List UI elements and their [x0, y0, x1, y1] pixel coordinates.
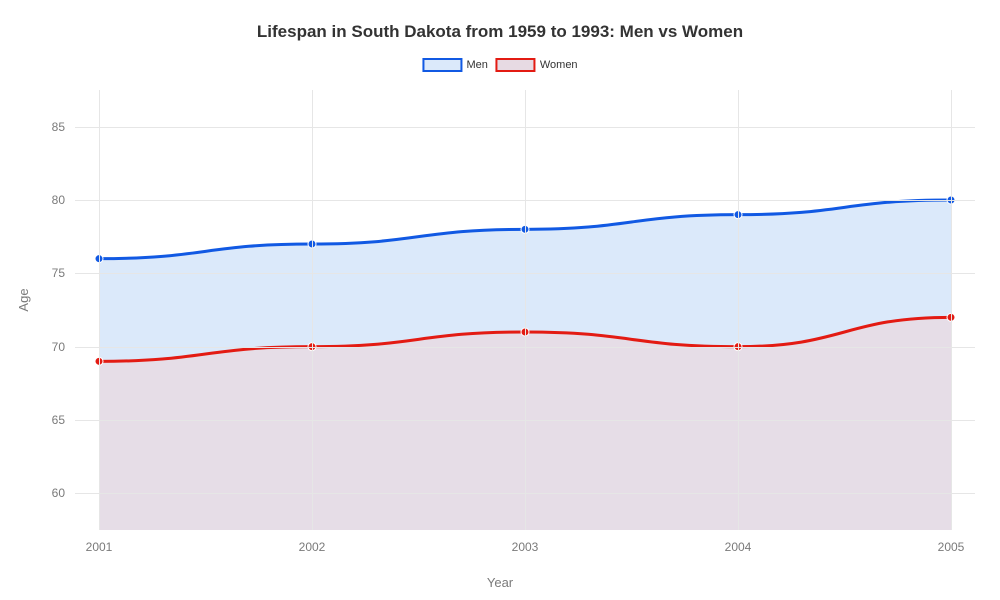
chart-title: Lifespan in South Dakota from 1959 to 19… — [0, 22, 1000, 42]
chart-container: Lifespan in South Dakota from 1959 to 19… — [0, 0, 1000, 600]
x-tick-label: 2005 — [938, 530, 965, 554]
legend-label: Men — [466, 59, 487, 71]
legend: Men Women — [422, 58, 577, 72]
y-axis-label: Age — [16, 288, 31, 311]
x-tick-label: 2001 — [86, 530, 113, 554]
legend-item-men[interactable]: Men — [422, 58, 487, 72]
y-tick-label: 85 — [52, 120, 75, 134]
x-tick-label: 2002 — [299, 530, 326, 554]
legend-label: Women — [540, 59, 578, 71]
grid-line-v — [738, 90, 739, 530]
y-tick-label: 65 — [52, 413, 75, 427]
legend-swatch-icon — [496, 58, 536, 72]
y-tick-label: 70 — [52, 340, 75, 354]
x-tick-label: 2004 — [725, 530, 752, 554]
y-tick-label: 80 — [52, 193, 75, 207]
plot-area: 60657075808520012002200320042005 — [75, 90, 975, 530]
x-tick-label: 2003 — [512, 530, 539, 554]
legend-item-women[interactable]: Women — [496, 58, 578, 72]
grid-line-v — [99, 90, 100, 530]
grid-line-v — [525, 90, 526, 530]
grid-line-v — [951, 90, 952, 530]
y-tick-label: 60 — [52, 486, 75, 500]
x-axis-label: Year — [487, 575, 513, 590]
grid-line-v — [312, 90, 313, 530]
y-tick-label: 75 — [52, 266, 75, 280]
legend-swatch-icon — [422, 58, 462, 72]
